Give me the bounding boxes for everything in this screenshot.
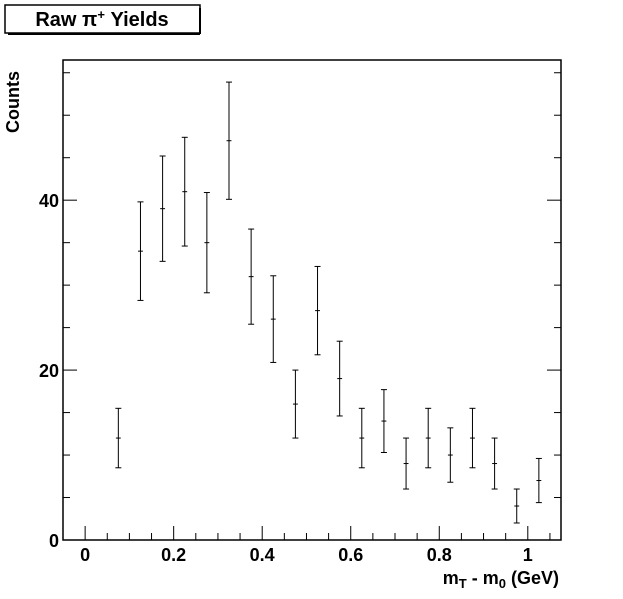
data-point <box>513 488 520 524</box>
x-tick-label: 0.8 <box>427 545 452 565</box>
x-tick-label: 0 <box>80 545 90 565</box>
data-point <box>535 457 542 504</box>
data-point <box>447 427 454 483</box>
x-axis-ticks: 0 0.2 0.4 0.6 0.8 1 <box>80 526 551 565</box>
y-tick-label: 0 <box>49 531 59 551</box>
x-tick-label: 0.4 <box>250 545 275 565</box>
x-tick-label: 1 <box>523 545 533 565</box>
x-tick-label: 0.2 <box>161 545 186 565</box>
data-points <box>115 81 542 524</box>
plot-frame <box>62 59 562 541</box>
y-axis-label: Counts <box>3 71 23 133</box>
data-point <box>425 407 432 469</box>
data-point <box>314 265 321 356</box>
data-point <box>248 228 255 325</box>
data-point <box>358 407 365 469</box>
data-point <box>380 389 387 453</box>
data-point <box>203 192 210 294</box>
y-tick-label: 20 <box>39 361 59 381</box>
chart-title: Raw π+ Yields <box>35 7 168 31</box>
data-point <box>137 201 144 301</box>
data-point <box>159 155 166 262</box>
data-point <box>226 81 232 200</box>
y-tick-label: 40 <box>39 191 59 211</box>
data-point <box>403 437 410 490</box>
x-tick-label: 0.6 <box>338 545 363 565</box>
data-point <box>292 369 299 439</box>
x-axis-label: mT - m0 (GeV) <box>443 568 559 591</box>
title-box <box>4 4 201 34</box>
y-axis-ticks: 0 20 40 <box>39 72 561 551</box>
data-point <box>181 136 188 247</box>
data-point <box>491 437 498 490</box>
data-point <box>469 407 476 469</box>
data-point <box>115 407 122 469</box>
data-point <box>336 340 343 417</box>
data-point <box>270 275 277 363</box>
